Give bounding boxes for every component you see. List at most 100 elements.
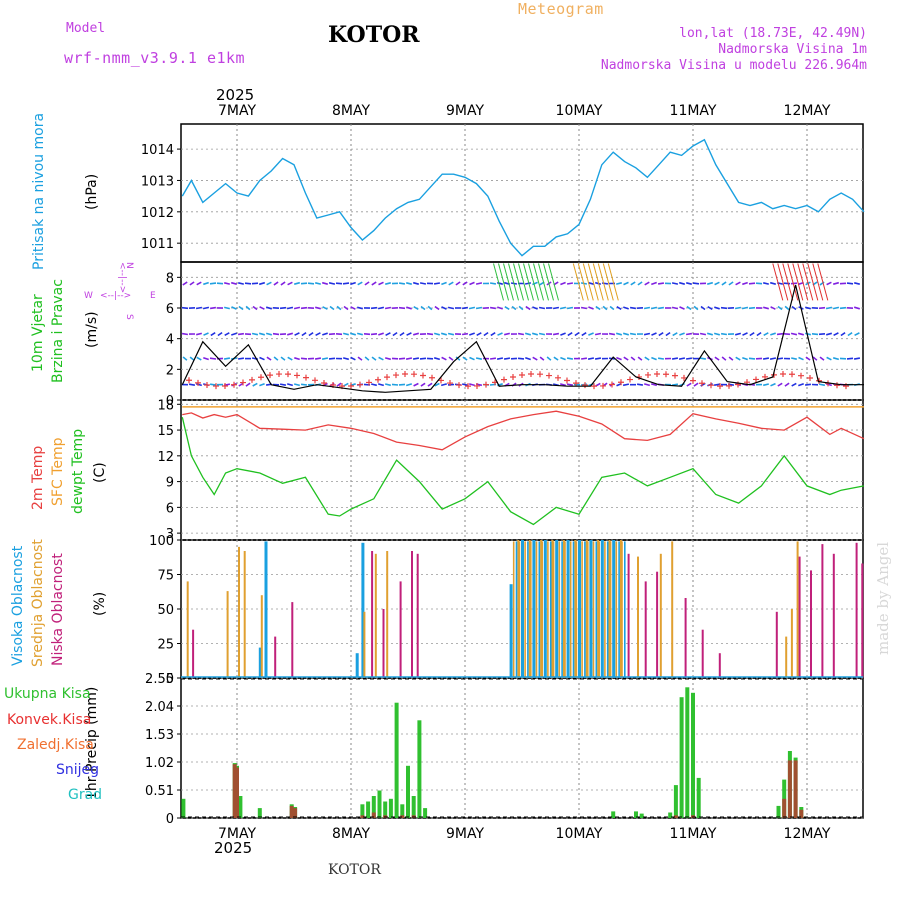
wind-arrow bbox=[203, 332, 209, 336]
top-date-label: 10MAY bbox=[556, 103, 603, 119]
wind-arrow bbox=[182, 356, 188, 361]
wind-arrow bbox=[434, 382, 440, 387]
wind-arrow bbox=[636, 383, 644, 386]
wind-arrow bbox=[770, 332, 776, 336]
cloud-bar bbox=[363, 611, 366, 678]
wind-arrow bbox=[336, 382, 342, 387]
cloud-bar bbox=[374, 553, 377, 678]
wind-arrow bbox=[643, 332, 651, 336]
wind-gust-marker bbox=[708, 382, 714, 389]
wind-arrow bbox=[321, 357, 329, 360]
wind-arrow bbox=[301, 383, 307, 386]
wind-arrow bbox=[426, 332, 434, 336]
wind-arrow bbox=[580, 357, 588, 360]
wind-arrow bbox=[742, 281, 748, 286]
wind-arrow bbox=[658, 332, 664, 337]
wind-arrow bbox=[532, 356, 538, 361]
wind-arrow bbox=[552, 306, 560, 310]
cloud-bar-band bbox=[624, 541, 626, 678]
precip-bar bbox=[371, 796, 376, 818]
wind-arrow bbox=[413, 306, 419, 310]
wind-arrow bbox=[560, 356, 566, 361]
wind-gust-marker bbox=[186, 377, 192, 384]
wind-arrow bbox=[315, 332, 321, 337]
wind-arrow bbox=[693, 382, 699, 387]
wind-arrow bbox=[245, 382, 251, 387]
wind-arrow bbox=[671, 282, 679, 285]
cloud-bar bbox=[684, 598, 687, 678]
wind-arrow bbox=[671, 383, 679, 386]
cloud-bar bbox=[551, 540, 554, 678]
wind-arrow bbox=[475, 306, 483, 310]
wind-arrow bbox=[385, 357, 391, 361]
wind-arrow bbox=[594, 281, 602, 285]
cloud-bar bbox=[355, 653, 359, 678]
wind-arrow bbox=[587, 357, 595, 360]
cloud-bar bbox=[562, 540, 565, 678]
wind-gust-marker bbox=[672, 372, 678, 379]
wind-arrow bbox=[846, 357, 854, 360]
wind-gust-marker bbox=[762, 373, 768, 380]
precip-bar bbox=[668, 812, 673, 818]
wind-gust-marker bbox=[258, 374, 264, 381]
cloud-bar-band bbox=[618, 541, 620, 678]
wind-hatch bbox=[503, 263, 514, 301]
cloud-bar bbox=[411, 551, 413, 678]
wind-arrow bbox=[539, 356, 545, 361]
precip-bar bbox=[673, 815, 678, 818]
wind-arrow bbox=[370, 333, 378, 336]
wind-arrow bbox=[441, 306, 447, 310]
wind-gust-marker bbox=[366, 379, 372, 386]
cloud-bar-band bbox=[549, 541, 552, 678]
wind-arrow bbox=[825, 332, 833, 336]
wind-tick-label: 6 bbox=[166, 302, 174, 317]
wind-arrow bbox=[203, 356, 209, 361]
wind-arrow bbox=[259, 382, 265, 387]
wind-arrow bbox=[776, 357, 784, 360]
wind-arrow bbox=[335, 333, 343, 336]
wind-arrow bbox=[461, 332, 469, 336]
cloud-bar bbox=[574, 540, 577, 678]
wind-gust-marker bbox=[204, 381, 210, 388]
wind-arrow bbox=[833, 332, 839, 337]
wind-gust-marker bbox=[726, 382, 732, 389]
temp-unit: (C) bbox=[92, 462, 108, 483]
cloud-bar bbox=[810, 570, 812, 678]
panel-frame-temperature bbox=[180, 399, 864, 541]
wind-arrow bbox=[770, 382, 776, 387]
precip-bar bbox=[417, 720, 422, 818]
wind-arrow bbox=[805, 356, 811, 361]
wind-arrow bbox=[364, 356, 370, 361]
wind-arrow bbox=[777, 382, 783, 387]
wind-arrow bbox=[812, 356, 818, 361]
wind-arrow bbox=[532, 306, 538, 310]
wind-arrow bbox=[616, 282, 622, 285]
wind-arrow bbox=[252, 305, 258, 311]
wind-gust-marker bbox=[321, 379, 327, 386]
wind-arrow bbox=[728, 356, 734, 361]
wind-arrow bbox=[336, 305, 342, 311]
cloud-bar bbox=[243, 551, 246, 678]
wind-arrow bbox=[189, 356, 195, 361]
model-name: wrf-nmm_v3.9.1 e1km bbox=[64, 49, 246, 67]
wind-gust-marker bbox=[645, 371, 651, 378]
wind-arrow bbox=[188, 383, 196, 386]
plots-layer: 7MAY 7MAY 8MAY 8MAY 9MAY 9MAY 10MAY 10MAY 11MAY 1… bbox=[141, 103, 865, 842]
wind-arrow bbox=[622, 332, 630, 336]
wind-arrow bbox=[552, 332, 560, 336]
wind-hatch bbox=[508, 263, 519, 301]
wind-gust-marker bbox=[285, 371, 291, 378]
cloud-bar bbox=[399, 581, 402, 678]
cloud-bar-band bbox=[575, 541, 578, 678]
wind-gust-marker bbox=[231, 381, 237, 388]
wind-arrow bbox=[769, 281, 777, 285]
wind-arrow bbox=[294, 332, 300, 336]
clouds-tick-label: 50 bbox=[157, 603, 174, 618]
wind-gust-marker bbox=[240, 379, 246, 386]
wind-arrow bbox=[693, 305, 699, 311]
wind-arrow bbox=[398, 383, 406, 386]
pressure-unit: (hPa) bbox=[84, 174, 100, 210]
wind-gust-marker bbox=[438, 377, 444, 384]
wind-arrow bbox=[832, 357, 840, 361]
wind-arrow bbox=[714, 306, 720, 310]
